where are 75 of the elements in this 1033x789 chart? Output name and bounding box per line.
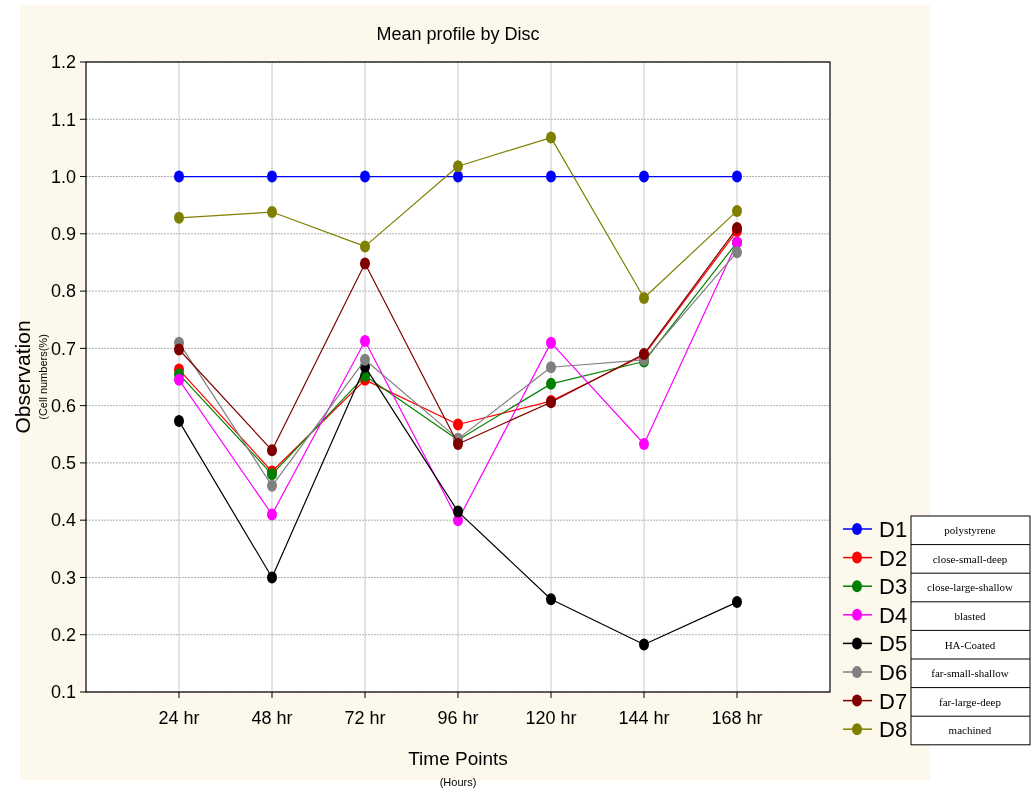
point [267,444,277,457]
legend-label: D6 [879,659,908,685]
text: close-large-shallow [927,581,1014,594]
y-tick-label: 0.6 [50,395,76,416]
y-tick-label: 0.4 [50,510,76,531]
point [360,334,370,347]
point [546,170,556,183]
x-tick-label: 144 hr [618,708,670,728]
x-tick-label: 168 hr [711,708,763,728]
y-tick-label: 0.1 [50,682,76,703]
text: polystyrene [944,524,996,537]
point [453,505,463,518]
y-tick-label: 0.9 [50,224,76,245]
chart-title: Mean profile by Disc [376,24,540,44]
y-axis-title: Observation [11,320,34,434]
legend-label: D5 [879,631,908,657]
text: (Cell numbers(%) [37,334,49,420]
y-tick-label: 1.2 [50,52,76,73]
point [360,170,370,183]
text: blasted [954,609,987,622]
x-tick-label: 72 hr [344,708,386,728]
text: close-small-deep [932,552,1008,565]
point [732,204,742,217]
x-tick-label: 24 hr [158,708,200,728]
point [360,257,370,270]
point [546,336,556,349]
point [267,479,277,492]
point [732,246,742,259]
text: HA-Coated [944,638,996,651]
x-axis-title: Time Points [408,748,508,769]
point [267,206,277,219]
point [546,593,556,606]
y-tick-label: 0.5 [50,453,76,474]
point [360,353,370,366]
point [267,508,277,521]
point [453,160,463,173]
x-tick-label: 48 hr [251,708,293,728]
y-tick-label: 0.2 [50,625,76,646]
point [639,438,649,451]
x-tick-label: 96 hr [437,708,479,728]
point [360,240,370,253]
point [453,438,463,451]
legend-label: D2 [879,545,908,571]
point [639,291,649,304]
text: far-large-deep [939,695,1002,708]
point [546,131,556,144]
point [453,170,463,183]
legend-label: D3 [879,574,908,600]
x-tick-label: 120 hr [525,708,577,728]
legend-label: D4 [879,602,908,628]
y-tick-label: 1.0 [50,166,76,187]
y-tick-label: 0.8 [50,281,76,302]
point [267,170,277,183]
y-tick-label: 0.3 [50,567,76,588]
point [546,377,556,390]
point [546,361,556,374]
point [639,170,649,183]
text: (Hours) [439,776,477,788]
point [453,418,463,431]
point [174,343,184,356]
point [174,415,184,428]
y-tick-label: 1.1 [50,109,76,130]
point [732,170,742,183]
point [267,571,277,584]
legend-label: D1 [879,516,908,542]
point [732,596,742,609]
y-tick-label: 0.7 [50,338,76,359]
point [639,638,649,651]
point [174,373,184,386]
legend-label: D8 [879,717,908,743]
point [174,170,184,183]
text: machined [948,724,992,737]
point [174,211,184,224]
legend-label: D7 [879,688,908,714]
text: far-small-shallow [931,667,1009,680]
